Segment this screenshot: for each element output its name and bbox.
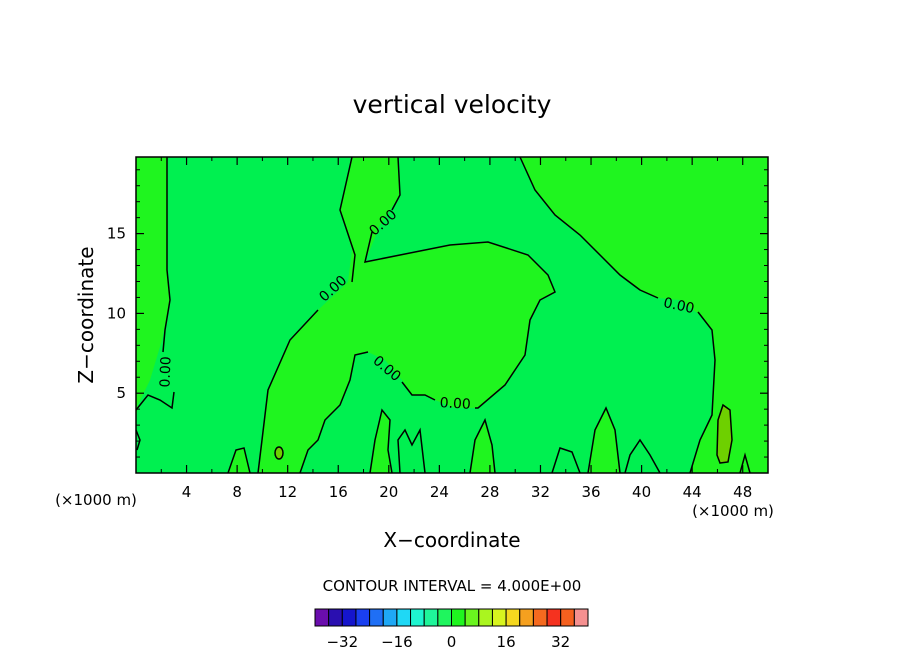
contour-label: 0.00 <box>439 395 471 413</box>
chart-title: vertical velocity <box>353 90 552 119</box>
zero-contour-line <box>391 156 401 211</box>
x-tick-label: 24 <box>430 483 449 501</box>
positive-velocity-region <box>258 157 555 473</box>
zero-contour-line <box>135 391 175 411</box>
x-axis-unit-left: (×1000 m) <box>55 491 137 509</box>
colorbar-swatch <box>314 608 330 627</box>
colorbar-swatch <box>355 608 371 627</box>
colorbar-swatch <box>573 608 589 627</box>
positive-velocity-region <box>136 157 170 420</box>
colorbar-swatch <box>464 608 480 627</box>
plot-area: 0.00 0.00 0.00 0.00 0.00 0.00 4 8 12 16 20 24… <box>107 156 769 501</box>
zero-contour-line <box>587 406 621 474</box>
x-tick-label: 40 <box>632 483 651 501</box>
colorbar-swatch <box>505 608 521 627</box>
colorbar-tick-label: 32 <box>551 633 570 651</box>
colorbar-swatch <box>519 608 534 627</box>
positive-velocity-cell <box>470 420 495 473</box>
zero-contour-line <box>369 408 393 474</box>
y-axis-label: Z−coordinate <box>74 246 98 383</box>
colorbar-tick-label: −16 <box>381 633 413 651</box>
colorbar-swatch <box>546 608 562 627</box>
x-tick-label: 20 <box>379 483 398 501</box>
zero-contour-line <box>519 156 659 299</box>
x-tick-label: 4 <box>182 483 192 501</box>
zero-contour-line <box>401 381 436 401</box>
colorbar-swatch <box>341 608 357 627</box>
y-tick-label: 10 <box>107 304 126 322</box>
zero-contour-line <box>339 156 356 283</box>
plot-frame <box>135 156 769 474</box>
positive-velocity-cell <box>228 448 250 473</box>
colorbar-swatch <box>423 608 439 627</box>
zero-contour-line <box>469 417 496 474</box>
colorbar-swatch <box>532 608 548 627</box>
contour-label: 0.00 <box>662 295 696 317</box>
weak-positive-cell <box>275 447 283 459</box>
colorbar-swatch <box>382 608 398 627</box>
colorbar-swatch <box>560 608 575 627</box>
colorbar-tick-label: 16 <box>497 633 516 651</box>
colorbar-tick-labels: −32 −16 0 16 32 <box>326 633 570 651</box>
zero-contour-line <box>227 447 251 474</box>
x-tick-label: 32 <box>531 483 550 501</box>
zero-contour-line <box>551 447 581 474</box>
x-axis-unit-right: (×1000 m) <box>692 502 774 520</box>
zero-contour-line <box>689 311 716 474</box>
positive-velocity-cell <box>370 410 392 473</box>
zero-contour-line <box>135 429 141 451</box>
colorbar-swatch <box>491 608 507 627</box>
x-tick-label: 28 <box>480 483 499 501</box>
x-tick-label: 16 <box>329 483 348 501</box>
y-tick-label: 15 <box>107 225 126 243</box>
zero-contour-line <box>624 438 661 474</box>
colorbar-tick-label: −32 <box>326 633 358 651</box>
zero-contours <box>135 156 751 474</box>
x-axis-ticks: 4 8 12 16 20 24 28 32 36 40 44 48 <box>160 157 752 501</box>
x-tick-label: 48 <box>733 483 752 501</box>
y-axis-ticks: 5 10 15 <box>107 169 768 458</box>
x-tick-label: 44 <box>683 483 702 501</box>
colorbar-swatch <box>328 608 343 627</box>
zero-contour-line <box>739 452 751 474</box>
x-tick-label: 8 <box>232 483 242 501</box>
colorbar-swatch <box>451 608 466 627</box>
y-tick-label: 5 <box>116 384 126 402</box>
colorbar-swatch <box>396 608 412 627</box>
colorbar-swatch <box>410 608 425 627</box>
zero-contour-line <box>397 427 426 474</box>
contour-interval-label: CONTOUR INTERVAL = 4.000E+00 <box>323 577 582 595</box>
colorbar-swatch <box>478 608 493 627</box>
x-tick-label: 36 <box>581 483 600 501</box>
zero-contour-line <box>162 157 171 353</box>
contour-label: 0.00 <box>157 356 174 388</box>
x-axis-label: X−coordinate <box>383 528 520 552</box>
zero-contour-line <box>364 231 556 409</box>
zero-contour-line <box>299 351 369 474</box>
colorbar-swatch <box>369 608 384 627</box>
weak-positive-cell <box>717 405 732 463</box>
colorbar-tick-label: 0 <box>447 633 457 651</box>
colorbar <box>314 608 589 627</box>
colorbar-swatch <box>437 608 453 627</box>
zero-contour-line <box>257 309 319 474</box>
zero-contour-line <box>716 403 733 464</box>
zero-contour-line <box>274 446 284 460</box>
contour-labels: 0.00 0.00 0.00 0.00 0.00 0.00 <box>157 207 695 413</box>
x-tick-label: 12 <box>278 483 297 501</box>
